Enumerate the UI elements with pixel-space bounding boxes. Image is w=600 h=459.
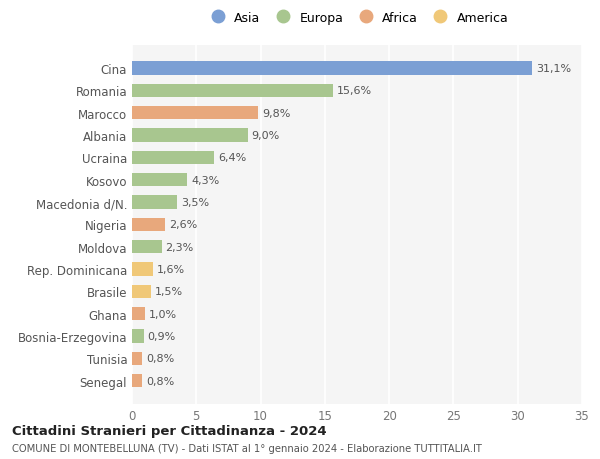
Bar (132, 352, 142, 365)
Bar (132, 196, 177, 209)
Bar (132, 62, 532, 76)
Text: COMUNE DI MONTEBELLUNA (TV) - Dati ISTAT al 1° gennaio 2024 - Elaborazione TUTTI: COMUNE DI MONTEBELLUNA (TV) - Dati ISTAT… (12, 443, 482, 453)
Bar (132, 263, 152, 276)
Bar (132, 285, 151, 298)
Text: Cittadini Stranieri per Cittadinanza - 2024: Cittadini Stranieri per Cittadinanza - 2… (12, 424, 326, 437)
Text: 15,6%: 15,6% (337, 86, 371, 96)
Text: 3,5%: 3,5% (181, 198, 209, 207)
Bar (132, 129, 248, 142)
Text: 9,0%: 9,0% (251, 131, 280, 141)
Text: 1,5%: 1,5% (155, 287, 183, 297)
Bar (132, 218, 166, 232)
Text: 1,0%: 1,0% (149, 309, 177, 319)
Text: 31,1%: 31,1% (536, 64, 571, 74)
Bar (132, 308, 145, 321)
Text: 2,6%: 2,6% (169, 220, 197, 230)
Bar (132, 374, 142, 388)
Bar (132, 107, 258, 120)
Bar (132, 241, 161, 254)
Bar (132, 330, 143, 343)
Text: 0,8%: 0,8% (146, 354, 175, 364)
Text: 9,8%: 9,8% (262, 108, 290, 118)
Bar (132, 174, 187, 187)
Bar (132, 84, 332, 98)
Text: 1,6%: 1,6% (157, 264, 185, 274)
Legend: Asia, Europa, Africa, America: Asia, Europa, Africa, America (203, 9, 511, 27)
Text: 0,9%: 0,9% (148, 331, 176, 341)
Bar (132, 151, 214, 165)
Text: 6,4%: 6,4% (218, 153, 247, 163)
Text: 0,8%: 0,8% (146, 376, 175, 386)
Text: 2,3%: 2,3% (166, 242, 194, 252)
Text: 4,3%: 4,3% (191, 175, 220, 185)
